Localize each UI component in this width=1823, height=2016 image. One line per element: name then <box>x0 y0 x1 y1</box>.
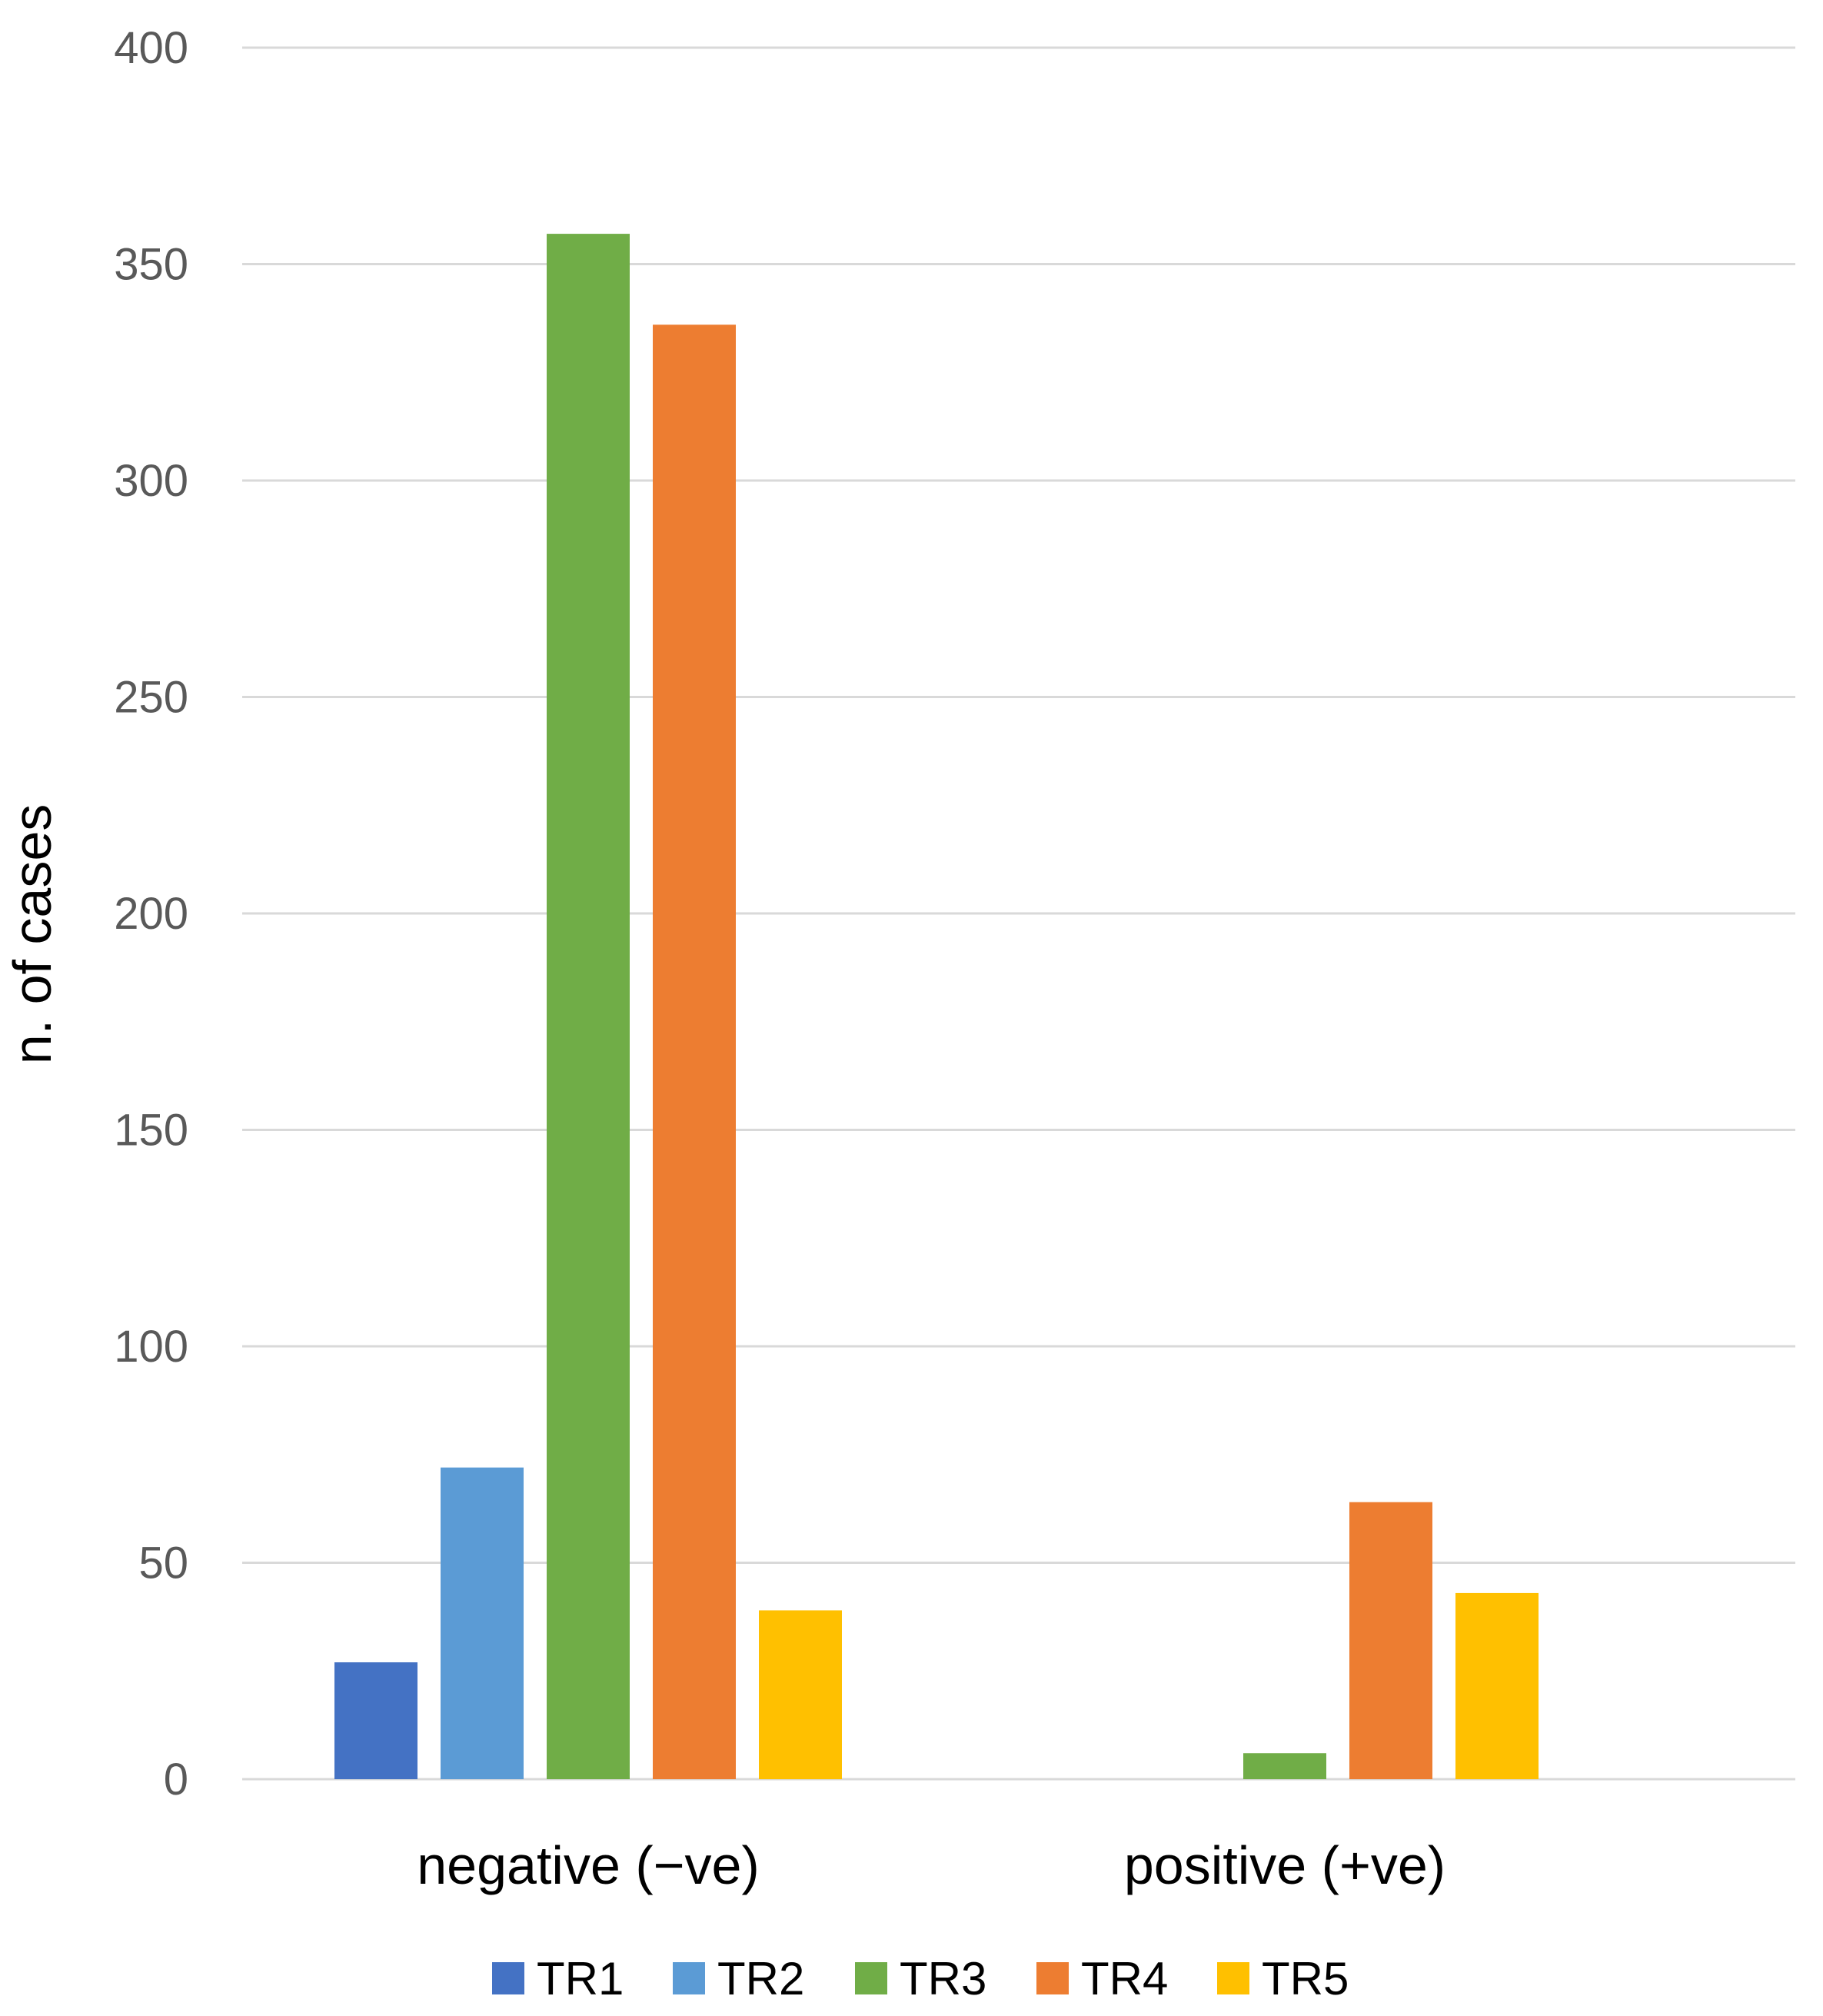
legend-swatch-tr5 <box>1217 1962 1249 1994</box>
y-tick-label: 300 <box>114 456 188 506</box>
legend-label-tr2: TR2 <box>717 1953 804 2004</box>
y-tick-label: 200 <box>114 889 188 939</box>
bar-tr3-negative <box>547 234 630 1780</box>
legend-swatch-tr4 <box>1036 1962 1069 1994</box>
legend: TR1 TR2 TR3 TR4 TR5 <box>492 1953 1349 2004</box>
bar-tr5-negative <box>759 1610 842 1779</box>
y-tick-label: 150 <box>114 1106 188 1156</box>
y-tick-label: 100 <box>114 1322 188 1372</box>
y-tick-label: 350 <box>114 240 188 290</box>
bar-tr2-negative <box>441 1467 524 1779</box>
y-tick-label: 50 <box>138 1539 188 1589</box>
legend-label-tr3: TR3 <box>900 1953 986 2004</box>
legend-label-tr4: TR4 <box>1081 1953 1168 2004</box>
y-axis-title: n. of cases <box>2 804 62 1065</box>
bar-tr4-positive <box>1349 1502 1432 1779</box>
legend-label-tr5: TR5 <box>1262 1953 1349 2004</box>
y-tick-label: 250 <box>114 673 188 723</box>
legend-swatch-tr2 <box>673 1962 705 1994</box>
bar-tr1-negative <box>334 1662 417 1779</box>
y-tick-label: 0 <box>164 1755 188 1805</box>
y-axis-ticks: 0 50 100 150 200 250 300 350 400 <box>114 23 188 1805</box>
x-category-label: positive (+ve) <box>1124 1835 1445 1895</box>
bar-tr3-positive <box>1243 1753 1326 1779</box>
y-tick-label: 400 <box>114 23 188 73</box>
legend-swatch-tr3 <box>855 1962 887 1994</box>
x-category-label: negative (−ve) <box>417 1835 760 1895</box>
legend-label-tr1: TR1 <box>537 1953 624 2004</box>
legend-swatch-tr1 <box>492 1962 524 1994</box>
bar-tr5-positive <box>1455 1592 1539 1779</box>
x-axis-categories: negative (−ve) positive (+ve) <box>417 1835 1445 1895</box>
bars <box>334 234 1539 1780</box>
bar-tr4-negative <box>653 324 736 1779</box>
